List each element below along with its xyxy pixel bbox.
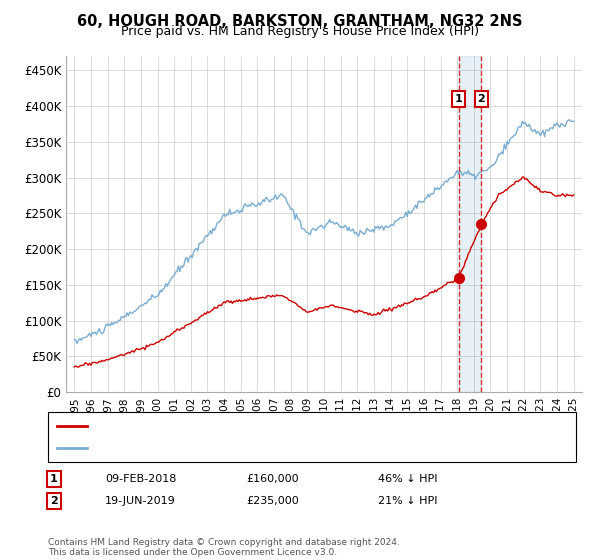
Text: 1: 1 — [50, 474, 58, 484]
Text: 21% ↓ HPI: 21% ↓ HPI — [378, 496, 437, 506]
Text: £235,000: £235,000 — [246, 496, 299, 506]
Text: 46% ↓ HPI: 46% ↓ HPI — [378, 474, 437, 484]
Text: Contains HM Land Registry data © Crown copyright and database right 2024.
This d: Contains HM Land Registry data © Crown c… — [48, 538, 400, 557]
Text: 09-FEB-2018: 09-FEB-2018 — [105, 474, 176, 484]
Text: HPI: Average price, detached house, South Kesteven: HPI: Average price, detached house, Sout… — [93, 443, 386, 453]
Text: 19-JUN-2019: 19-JUN-2019 — [105, 496, 176, 506]
Text: 2: 2 — [478, 94, 485, 104]
Text: Price paid vs. HM Land Registry's House Price Index (HPI): Price paid vs. HM Land Registry's House … — [121, 25, 479, 38]
Text: 60, HOUGH ROAD, BARKSTON, GRANTHAM, NG32 2NS (detached house): 60, HOUGH ROAD, BARKSTON, GRANTHAM, NG32… — [93, 421, 498, 431]
Text: 2: 2 — [50, 496, 58, 506]
Bar — [459, 56, 481, 392]
Text: £160,000: £160,000 — [246, 474, 299, 484]
Text: 60, HOUGH ROAD, BARKSTON, GRANTHAM, NG32 2NS: 60, HOUGH ROAD, BARKSTON, GRANTHAM, NG32… — [77, 14, 523, 29]
Text: 1: 1 — [455, 94, 463, 104]
